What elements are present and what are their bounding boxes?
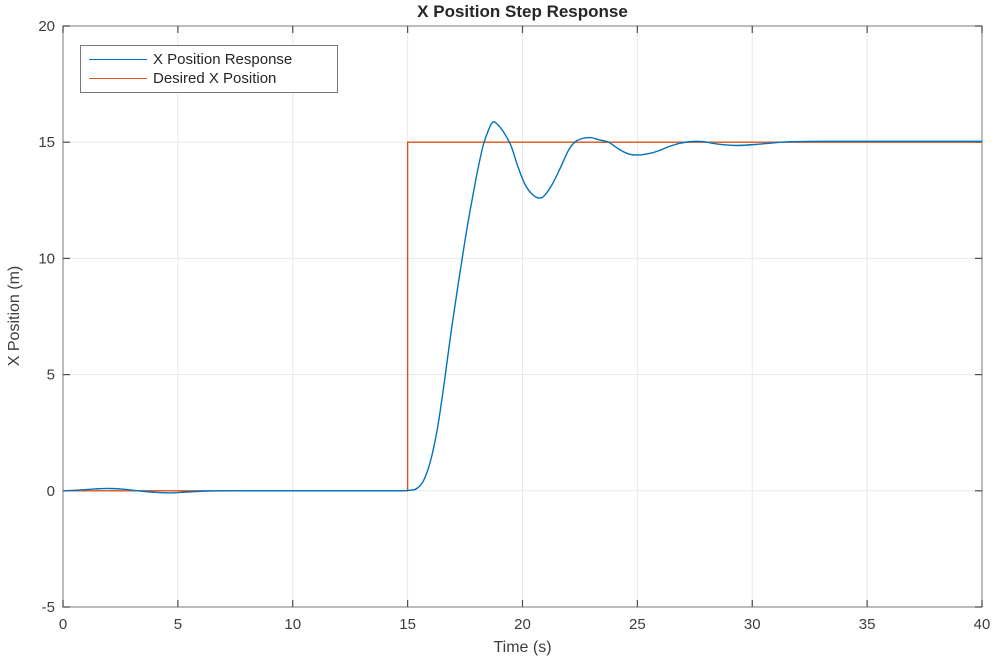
y-tick-label: 0 [47,483,55,500]
x-tick-label: 40 [974,616,991,633]
desired-line-swatch [89,78,147,79]
x-tick-label: 0 [59,616,67,633]
legend: X Position Response Desired X Position [80,45,338,93]
legend-item-response: X Position Response [89,50,337,69]
x-axis-label: Time (s) [493,639,552,656]
y-tick-label: 20 [38,18,55,35]
y-tick-label: 5 [47,367,55,384]
x-tick-label: 5 [174,616,182,633]
y-tick-label: 10 [38,250,55,267]
legend-item-desired: Desired X Position [89,69,337,88]
x-tick-label: 10 [284,616,301,633]
x-tick-label: 30 [744,616,761,633]
legend-label-response: X Position Response [153,51,293,68]
legend-label-desired: Desired X Position [153,70,277,87]
x-tick-label: 25 [629,616,646,633]
y-tick-label: -5 [42,599,55,616]
y-tick-label: 15 [38,134,55,151]
x-tick-label: 20 [514,616,531,633]
x-tick-label: 15 [399,616,416,633]
response-line-swatch [89,59,147,60]
x-tick-label: 35 [859,616,876,633]
series-line-x-position-response [62,121,982,494]
chart-title: X Position Step Response [417,2,628,21]
